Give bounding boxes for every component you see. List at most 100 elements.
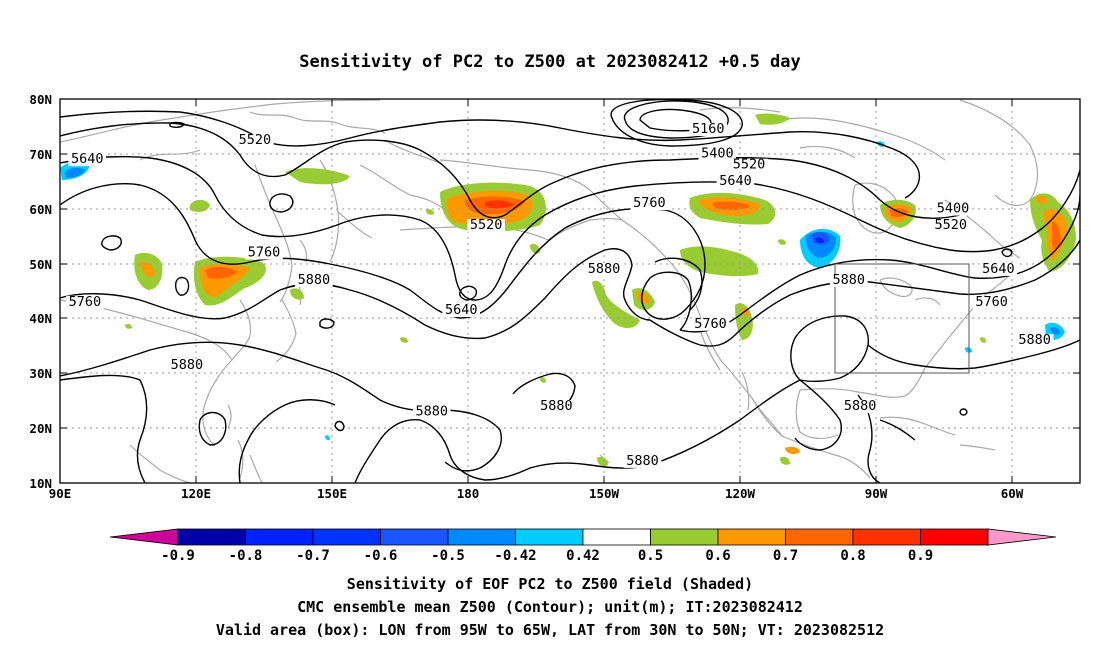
contour-label: 5760 [633,195,666,211]
contour-label-bg [467,219,505,233]
contour-label: 5880 [298,272,331,288]
colorbar-label: -0.42 [494,548,536,564]
colorbar-label: 0.9 [908,548,933,564]
contour-label-bg [295,273,333,287]
colorbar-swatch [785,528,854,546]
lat-label-80n: 80N [29,92,52,107]
contour-label: 5880 [626,453,659,469]
colorbar-swatch [582,528,651,546]
contour-label-bg [730,158,768,172]
lat-label-20n: 20N [29,421,52,436]
contour-label: 5880 [171,357,204,373]
colorbar-swatch [380,528,449,546]
contour-label: 5880 [540,398,573,414]
contour-label: 5520 [239,132,272,148]
colorbar-label: -0.7 [296,548,330,564]
contour-label: 5400 [937,201,970,217]
colorbar-swatch [312,528,381,546]
contour-label: 5160 [692,121,725,137]
contour-label-bg [716,175,755,189]
contour-label-bg [68,153,106,167]
colorbar-swatch [245,528,314,546]
colorbar-label: 0.7 [773,548,798,564]
contour-label-bg [979,262,1018,276]
colorbar-label: 0.5 [638,548,663,564]
lon-label-120w: 120W [725,486,756,501]
contour-labels: 5520564051605400552056405760552054005520… [66,121,1054,469]
map-panel: 5520564051605400552056405760552054005520… [29,92,1081,501]
contour-label-bg [630,197,669,211]
caption-line-1: Sensitivity of EOF PC2 to Z500 field (Sh… [347,575,753,593]
colorbar-label: 0.42 [566,548,600,564]
colorbar-label: -0.8 [229,548,263,564]
contour-label: 5760 [69,294,102,310]
contour-label: 5880 [844,398,877,414]
lon-label-150w: 150W [589,486,620,501]
colorbar-swatch [852,528,921,546]
colorbar-left-arrow [109,528,179,546]
valid-area-box [834,263,970,374]
colorbar-right-arrow [987,528,1057,546]
map-frame [59,98,1081,484]
lat-label-30n: 30N [29,366,52,381]
colorbar-label: -0.9 [161,548,195,564]
colorbar-label: 0.8 [840,548,865,564]
lon-label-150e: 150E [317,486,347,501]
contour-label-bg [934,202,972,216]
contour-label-bg [412,405,451,419]
lat-label-60n: 60N [29,202,52,217]
tick-marks [60,98,1080,483]
contour-label-bg [972,295,1011,309]
contour-label-bg [1015,334,1054,348]
contour-label: 5520 [470,217,503,233]
lat-label-10n: 10N [29,476,52,491]
contour-label: 5520 [935,217,968,233]
contour-label: 5400 [701,146,734,162]
caption-line-2: CMC ensemble mean Z500 (Contour); unit(m… [297,598,803,616]
colorbar-label: -0.6 [364,548,398,564]
colorbar-swatch [515,528,584,546]
colorbar-swatch [920,528,989,546]
contour-label-bg [932,219,970,233]
sensitivity-shading [60,113,1076,467]
contour-label-bg [236,133,274,147]
contour-label: 5640 [982,261,1015,277]
colorbar-labels: -0.9 -0.8 -0.7 -0.6 -0.5 -0.42 0.42 0.5 0.6 0.7 0.… [161,548,933,564]
contour-label-bg [698,147,737,161]
contour-label: 5640 [719,173,752,189]
contour-label-bg [168,358,206,372]
lon-label-120e: 120E [181,486,211,501]
colorbar-boxes [109,528,1057,546]
colorbar-swatch [717,528,786,546]
contour-label-bg [830,273,868,287]
lat-label-40n: 40N [29,311,52,326]
contour-label-bg [585,262,623,276]
figure-title: Sensitivity of PC2 to Z500 at 2023082412… [299,52,801,72]
contour-label-bg [691,317,730,331]
contour-label: 5760 [694,316,727,332]
latitude-labels: 80N 70N 60N 50N 40N 30N 20N 10N [29,92,52,491]
contour-label-bg [537,400,576,414]
contour-label-bg [245,246,283,260]
contour-label-bg [442,304,480,318]
contour-label: 5880 [415,404,448,420]
contour-label: 5760 [248,244,281,260]
contour-label: 5880 [588,261,621,277]
colorbar-label: 0.6 [705,548,730,564]
longitude-labels: 90E 120E 150E 180 150W 120W 90W 60W [49,486,1024,501]
contour-label: 5880 [833,272,866,288]
contour-label: 5640 [445,302,478,318]
lon-label-60w: 60W [1001,486,1024,501]
contour-label-bg [623,454,662,468]
contour-label-bg [689,123,728,137]
colorbar-swatch [447,528,516,546]
colorbar-swatch [177,528,246,546]
contour-label: 5640 [71,151,104,167]
colorbar-label: -0.5 [431,548,465,564]
contour-label-bg [66,295,104,309]
lat-label-70n: 70N [29,147,52,162]
lon-label-180: 180 [457,486,480,501]
contour-label: 5760 [975,294,1008,310]
contour-label: 5520 [733,157,766,173]
